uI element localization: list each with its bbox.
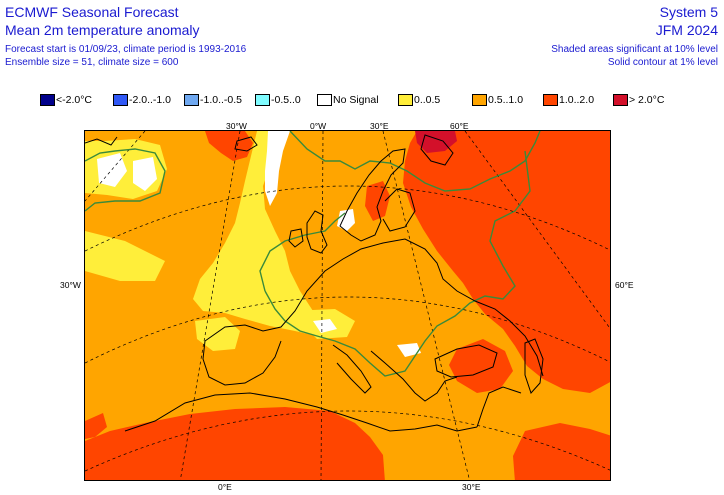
period-label: JFM 2024 — [655, 22, 718, 38]
coastline-continent — [204, 238, 544, 377]
parallel-line — [85, 185, 610, 252]
coastline-scandinavia — [339, 148, 406, 242]
legend-label: <-2.0°C — [56, 94, 93, 106]
anomaly-region-iceland-yellow — [85, 231, 165, 281]
meridian-line — [179, 131, 241, 480]
lon-label-top: 60°E — [450, 121, 469, 131]
legend-swatch — [472, 94, 487, 106]
legend-swatch — [113, 94, 128, 106]
coastline-novaya-zemlya — [420, 134, 454, 166]
meridian-line — [464, 131, 610, 329]
anomaly-map — [84, 130, 611, 481]
legend-item: -1.0..-0.5 — [184, 93, 242, 107]
anomaly-region-atlantic-yellow — [193, 131, 325, 336]
coastline-black-sea — [434, 344, 498, 378]
coastline-iberia — [202, 340, 282, 386]
legend-item: <-2.0°C — [40, 93, 92, 107]
coastline-greenland — [85, 136, 118, 146]
legend-item: -0.5..0 — [255, 93, 301, 107]
coastline-italy — [332, 344, 372, 394]
legend-label: 0.5..1.0 — [488, 94, 524, 106]
lon-label-top: 30°E — [370, 121, 389, 131]
legend-label: -2.0..-1.0 — [129, 94, 172, 106]
legend-label: > 2.0°C — [629, 94, 665, 106]
coastline-north-africa — [124, 392, 478, 432]
legend-swatch — [184, 94, 199, 106]
anomaly-region-greenland-white — [97, 153, 157, 191]
legend-item: > 2.0°C — [613, 93, 664, 107]
lon-label-bottom: 30°E — [462, 482, 481, 492]
anomaly-region-barents — [415, 131, 457, 153]
legend-label: No Signal — [333, 94, 379, 106]
anomaly-region-iberia-yellow — [195, 317, 240, 351]
coastline-balkans — [370, 350, 458, 402]
parallel-line — [85, 410, 610, 472]
graticule — [85, 131, 610, 480]
significance-contour — [289, 131, 541, 192]
forecast-info-line: Forecast start is 01/09/23, climate peri… — [5, 44, 247, 55]
system-label: System 5 — [659, 4, 718, 20]
meridian-line — [320, 131, 324, 480]
anomaly-region-north-africa — [85, 407, 385, 480]
significance-contour — [259, 212, 346, 292]
anomaly-region-arabia — [513, 423, 610, 480]
coastline-finland — [382, 188, 416, 232]
lon-label-left: 30°W — [60, 280, 81, 290]
legend-label: -0.5..0 — [271, 94, 301, 106]
anomaly-region-nw-africa — [85, 413, 107, 439]
legend-item: 0..0.5 — [398, 93, 440, 107]
legend-label: 0..0.5 — [414, 94, 441, 106]
legend-item: No Signal — [317, 93, 379, 107]
significance-contour — [85, 148, 166, 212]
coastline-levant — [476, 386, 522, 428]
legend-label: -1.0..-0.5 — [200, 94, 243, 106]
coastline-ireland — [288, 228, 304, 248]
coastline-caspian — [524, 338, 544, 394]
ensemble-info-line: Ensemble size = 51, climate size = 600 — [5, 57, 179, 68]
map-subtitle: Mean 2m temperature anomaly — [5, 22, 200, 38]
anomaly-region-atlantic-white — [265, 131, 290, 206]
legend-swatch — [398, 94, 413, 106]
legend-item: 1.0..2.0 — [543, 93, 594, 107]
contour-note: Solid contour at 1% level — [607, 57, 718, 68]
significance-contour — [264, 150, 531, 377]
legend-swatch — [40, 94, 55, 106]
parallel-line — [85, 296, 610, 364]
anomaly-region-alps-white — [313, 319, 337, 333]
anomaly-region-scandinavia-white — [337, 209, 355, 231]
legend-swatch — [317, 94, 332, 106]
anomaly-region-baltic — [365, 181, 390, 221]
coastline-britain — [306, 210, 328, 254]
product-title: ECMWF Seasonal Forecast — [5, 4, 179, 20]
lon-label-top: 30°W — [226, 121, 247, 131]
lon-label-right: 60°E — [615, 280, 634, 290]
legend-item: 0.5..1.0 — [472, 93, 523, 107]
lon-label-bottom: 0°E — [218, 482, 232, 492]
legend-item: -2.0..-1.0 — [113, 93, 171, 107]
anomaly-region-north-atlantic — [205, 131, 253, 161]
coastline-iceland — [234, 136, 258, 152]
lon-label-top: 0°W — [310, 121, 327, 131]
legend-label: 1.0..2.0 — [559, 94, 595, 106]
legend-swatch — [543, 94, 558, 106]
shaded-note: Shaded areas significant at 10% level — [551, 44, 718, 55]
legend-swatch — [613, 94, 628, 106]
significance-contours — [85, 131, 541, 377]
coastlines — [85, 134, 544, 432]
map-canvas — [85, 131, 610, 480]
legend-swatch — [255, 94, 270, 106]
anomaly-region-balkan-white — [397, 343, 421, 357]
